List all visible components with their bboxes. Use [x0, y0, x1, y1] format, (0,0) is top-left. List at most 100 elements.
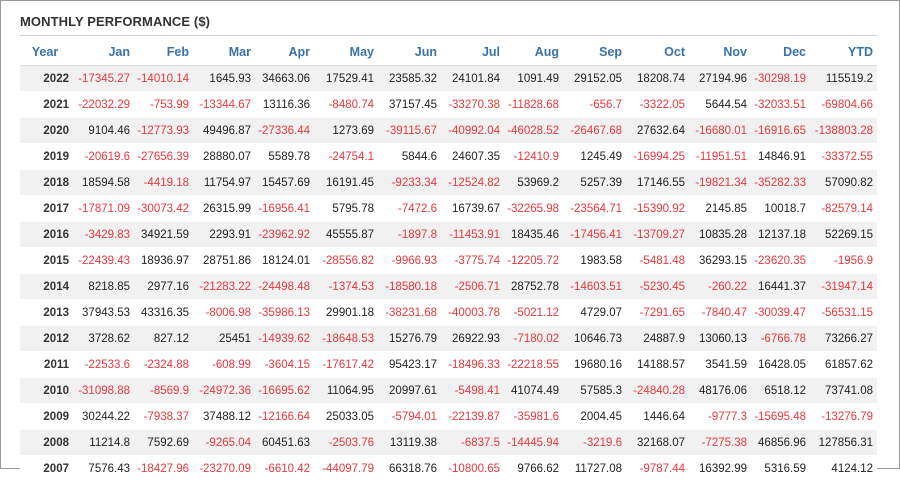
month-value-cell: -15695.48	[751, 403, 810, 430]
month-value-cell: -35282.33	[751, 169, 810, 196]
month-value-cell: 46856.96	[751, 429, 810, 456]
month-value-cell: 11754.97	[193, 169, 255, 196]
month-value-cell: -30298.19	[751, 65, 810, 92]
month-value-cell: -656.7	[563, 91, 626, 118]
month-value-cell: -8480.74	[314, 91, 378, 118]
month-value-cell: -5794.01	[378, 403, 441, 430]
month-value-cell: -753.99	[134, 91, 193, 118]
year-cell: 2019	[20, 143, 76, 170]
month-value-cell: -35981.6	[504, 403, 563, 430]
month-value-cell: 16191.45	[314, 169, 378, 196]
month-value-cell: 16739.67	[441, 195, 504, 222]
month-value-cell: 32168.07	[626, 429, 689, 456]
table-row: 2016 -3429.83 34921.59 2293.91 -23962.92 4555…	[20, 221, 877, 248]
month-value-cell: -26467.68	[563, 117, 626, 144]
panel-title: MONTHLY PERFORMANCE ($)	[20, 14, 211, 29]
month-value-cell: 25451	[193, 325, 255, 352]
month-value-cell: 2293.91	[193, 221, 255, 248]
month-value-cell: -24972.36	[193, 377, 255, 404]
month-value-cell: 30244.22	[76, 403, 134, 430]
month-value-cell: -12166.64	[255, 403, 314, 430]
month-value-cell: -7291.65	[626, 299, 689, 326]
month-value-cell: -31098.88	[76, 377, 134, 404]
month-value-cell: 1091.49	[504, 65, 563, 92]
month-value-cell: 27632.64	[626, 117, 689, 144]
month-value-cell: 60451.63	[255, 429, 314, 456]
month-value-cell: 20997.61	[378, 377, 441, 404]
year-cell: 2021	[20, 91, 76, 118]
month-value-cell: -3429.83	[76, 221, 134, 248]
month-value-cell: 7592.69	[134, 429, 193, 456]
month-value-cell: 19680.16	[563, 351, 626, 378]
month-value-cell: 5589.78	[255, 143, 314, 170]
column-header-jul: Jul	[441, 38, 504, 66]
ytd-cell: -56531.15	[810, 299, 877, 326]
month-value-cell: 25033.05	[314, 403, 378, 430]
month-value-cell: -12410.9	[504, 143, 563, 170]
year-cell: 2020	[20, 117, 76, 144]
month-value-cell: -30039.47	[751, 299, 810, 326]
month-value-cell: -39115.67	[378, 117, 441, 144]
ytd-cell: 127856.31	[810, 429, 877, 456]
month-value-cell: 5644.54	[689, 91, 751, 118]
month-value-cell: -28556.82	[314, 247, 378, 274]
column-header-mar: Mar	[193, 38, 255, 66]
month-value-cell: -11828.68	[504, 91, 563, 118]
column-header-may: May	[314, 38, 378, 66]
month-value-cell: 18435.46	[504, 221, 563, 248]
month-value-cell: 37157.45	[378, 91, 441, 118]
month-value-cell: -11951.51	[689, 143, 751, 170]
monthly-performance-table: Year Jan Feb Mar Apr May Jun Jul Aug Sep Oct Nov Dec…	[20, 38, 877, 482]
month-value-cell: -22533.6	[76, 351, 134, 378]
month-value-cell: -40003.78	[441, 299, 504, 326]
month-value-cell: 3541.59	[689, 351, 751, 378]
month-value-cell: 26922.93	[441, 325, 504, 352]
month-value-cell: -18648.53	[314, 325, 378, 352]
table-row: 2017 -17871.09 -30073.42 26315.99 -16956.41 5…	[20, 195, 877, 222]
table-header-row: Year Jan Feb Mar Apr May Jun Jul Aug Sep Oct Nov Dec…	[20, 38, 877, 66]
month-value-cell: 13060.13	[689, 325, 751, 352]
year-cell: 2017	[20, 195, 76, 222]
month-value-cell: 6518.12	[751, 377, 810, 404]
month-value-cell: -15390.92	[626, 195, 689, 222]
month-value-cell: 18936.97	[134, 247, 193, 274]
table-row: 2014 8218.85 2977.16 -21283.22 -24498.48 -137…	[20, 273, 877, 300]
month-value-cell: 2004.45	[563, 403, 626, 430]
month-value-cell: -7275.38	[689, 429, 751, 456]
month-value-cell: -2503.76	[314, 429, 378, 456]
month-value-cell: 5795.78	[314, 195, 378, 222]
table-row: 2018 18594.58 -4419.18 11754.97 15457.69 1619…	[20, 169, 877, 196]
ytd-cell: -138803.28	[810, 117, 877, 144]
column-header-oct: Oct	[626, 38, 689, 66]
month-value-cell: 1446.64	[626, 403, 689, 430]
month-value-cell: -3604.15	[255, 351, 314, 378]
year-cell: 2012	[20, 325, 76, 352]
month-value-cell: -5498.41	[441, 377, 504, 404]
month-value-cell: -18580.18	[378, 273, 441, 300]
month-value-cell: 14188.57	[626, 351, 689, 378]
month-value-cell: 24101.84	[441, 65, 504, 92]
ytd-cell: 52269.15	[810, 221, 877, 248]
month-value-cell: 41074.49	[504, 377, 563, 404]
month-value-cell: -5481.48	[626, 247, 689, 274]
month-value-cell: 1645.93	[193, 65, 255, 92]
month-value-cell: -16680.01	[689, 117, 751, 144]
table-row: 2010 -31098.88 -8569.9 -24972.36 -16695.62 11…	[20, 377, 877, 404]
column-header-ytd: YTD	[810, 38, 877, 66]
month-value-cell: -24754.1	[314, 143, 378, 170]
column-header-nov: Nov	[689, 38, 751, 66]
table-row: 2011 -22533.6 -2324.88 -608.99 -3604.15 -1761…	[20, 351, 877, 378]
table-row: 2008 11214.8 7592.69 -9265.04 60451.63 -2503.…	[20, 429, 877, 456]
month-value-cell: -22439.43	[76, 247, 134, 274]
month-value-cell: 14846.91	[751, 143, 810, 170]
month-value-cell: 3728.62	[76, 325, 134, 352]
month-value-cell: -24498.48	[255, 273, 314, 300]
month-value-cell: -260.22	[689, 273, 751, 300]
month-value-cell: 2145.85	[689, 195, 751, 222]
month-value-cell: 12137.18	[751, 221, 810, 248]
column-header-jun: Jun	[378, 38, 441, 66]
month-value-cell: -17345.27	[76, 65, 134, 92]
ytd-cell: -31947.14	[810, 273, 877, 300]
table-row: 2022 -17345.27 -14010.14 1645.93 34663.06 175…	[20, 65, 877, 92]
month-value-cell: -6837.5	[441, 429, 504, 456]
